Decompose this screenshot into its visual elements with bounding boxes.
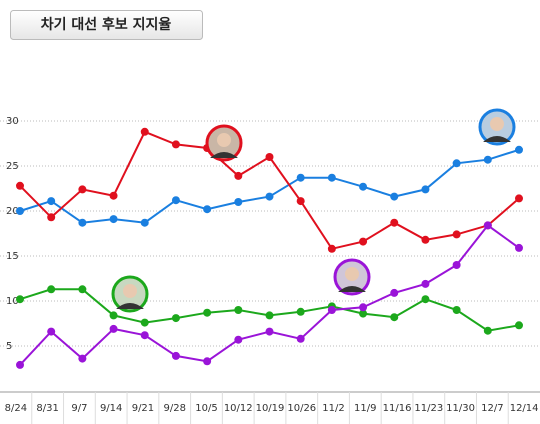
- data-point: [390, 218, 399, 227]
- data-point: [390, 288, 399, 297]
- data-point: [203, 205, 212, 214]
- x-tick-label: 9/7: [71, 403, 87, 414]
- data-point: [109, 311, 118, 320]
- data-point: [171, 196, 180, 205]
- x-tick-label: 9/21: [132, 403, 154, 414]
- data-point: [327, 173, 336, 182]
- data-point: [109, 215, 118, 224]
- data-point: [421, 185, 430, 194]
- data-point: [265, 153, 274, 161]
- data-point: [47, 285, 56, 294]
- data-point: [421, 235, 430, 244]
- portrait: [333, 258, 371, 296]
- data-point: [265, 192, 274, 201]
- x-tick-label: 9/14: [100, 403, 122, 414]
- data-point: [203, 308, 212, 317]
- data-point: [203, 357, 212, 366]
- x-tick-label: 10/12: [224, 403, 253, 414]
- x-tick-label: 8/24: [5, 403, 27, 414]
- data-point: [296, 173, 305, 182]
- x-tick-label: 11/30: [446, 403, 475, 414]
- data-point: [78, 285, 87, 294]
- data-point: [421, 295, 430, 304]
- y-tick-label: 15: [6, 251, 19, 262]
- y-tick-label: 30: [6, 116, 19, 127]
- data-point: [515, 321, 523, 330]
- x-tick-label: 12/14: [510, 403, 539, 414]
- data-point: [296, 307, 305, 316]
- data-point: [390, 313, 399, 322]
- data-point: [452, 159, 461, 168]
- portrait: [111, 275, 149, 313]
- data-point: [483, 155, 492, 164]
- data-point: [234, 335, 243, 344]
- y-tick-label: 10: [6, 296, 19, 307]
- x-tick-label: 10/19: [256, 403, 285, 414]
- data-point: [515, 145, 523, 154]
- data-point: [327, 306, 336, 314]
- data-point: [359, 182, 368, 191]
- data-point: [483, 326, 492, 335]
- y-tick-label: 25: [6, 161, 19, 172]
- x-tick-label: 9/28: [163, 403, 185, 414]
- x-tick-label: 11/23: [414, 403, 443, 414]
- data-point: [140, 318, 149, 327]
- data-point: [234, 198, 243, 206]
- data-point: [171, 314, 180, 323]
- data-point: [452, 261, 461, 269]
- x-tick-label: 10/26: [287, 403, 316, 414]
- data-point: [140, 331, 149, 340]
- data-point: [421, 279, 430, 288]
- data-point: [78, 185, 87, 194]
- series-line: [19, 130, 520, 250]
- data-point: [47, 327, 56, 336]
- x-tick-label: 8/31: [36, 403, 58, 414]
- series-line: [19, 288, 520, 332]
- data-point: [359, 237, 368, 246]
- chart-title: 차기 대선 후보 지지율: [41, 16, 172, 33]
- data-point: [47, 213, 56, 222]
- data-point: [452, 306, 461, 314]
- data-point: [515, 243, 523, 252]
- data-point: [16, 181, 24, 190]
- data-point: [359, 309, 368, 318]
- data-point: [327, 244, 336, 253]
- data-point: [171, 351, 180, 360]
- data-point: [234, 306, 243, 314]
- y-tick-label: 5: [6, 341, 12, 352]
- data-point: [16, 295, 24, 304]
- data-point: [265, 311, 274, 320]
- portrait: [478, 108, 516, 146]
- x-tick-label: 11/2: [322, 403, 344, 414]
- data-point: [109, 324, 118, 333]
- x-tick-label: 10/5: [195, 403, 217, 414]
- data-point: [109, 191, 118, 200]
- data-point: [515, 194, 523, 203]
- portrait: [205, 124, 243, 162]
- data-point: [296, 197, 305, 206]
- data-point: [47, 197, 56, 206]
- data-point: [16, 360, 24, 369]
- data-point: [483, 221, 492, 230]
- data-point: [171, 140, 180, 149]
- x-tick-label: 11/16: [383, 403, 412, 414]
- series-line: [19, 224, 520, 366]
- data-point: [78, 354, 87, 363]
- y-tick-label: 20: [6, 206, 19, 217]
- x-tick-label: 12/7: [481, 403, 503, 414]
- data-point: [140, 127, 149, 136]
- title-box: [10, 10, 203, 40]
- data-point: [140, 218, 149, 227]
- data-point: [265, 327, 274, 336]
- data-point: [296, 334, 305, 343]
- data-point: [390, 192, 399, 201]
- data-point: [359, 303, 368, 312]
- data-point: [78, 218, 87, 227]
- data-point: [16, 207, 24, 215]
- data-point: [452, 230, 461, 239]
- data-point: [234, 171, 243, 180]
- x-tick-label: 11/9: [354, 403, 376, 414]
